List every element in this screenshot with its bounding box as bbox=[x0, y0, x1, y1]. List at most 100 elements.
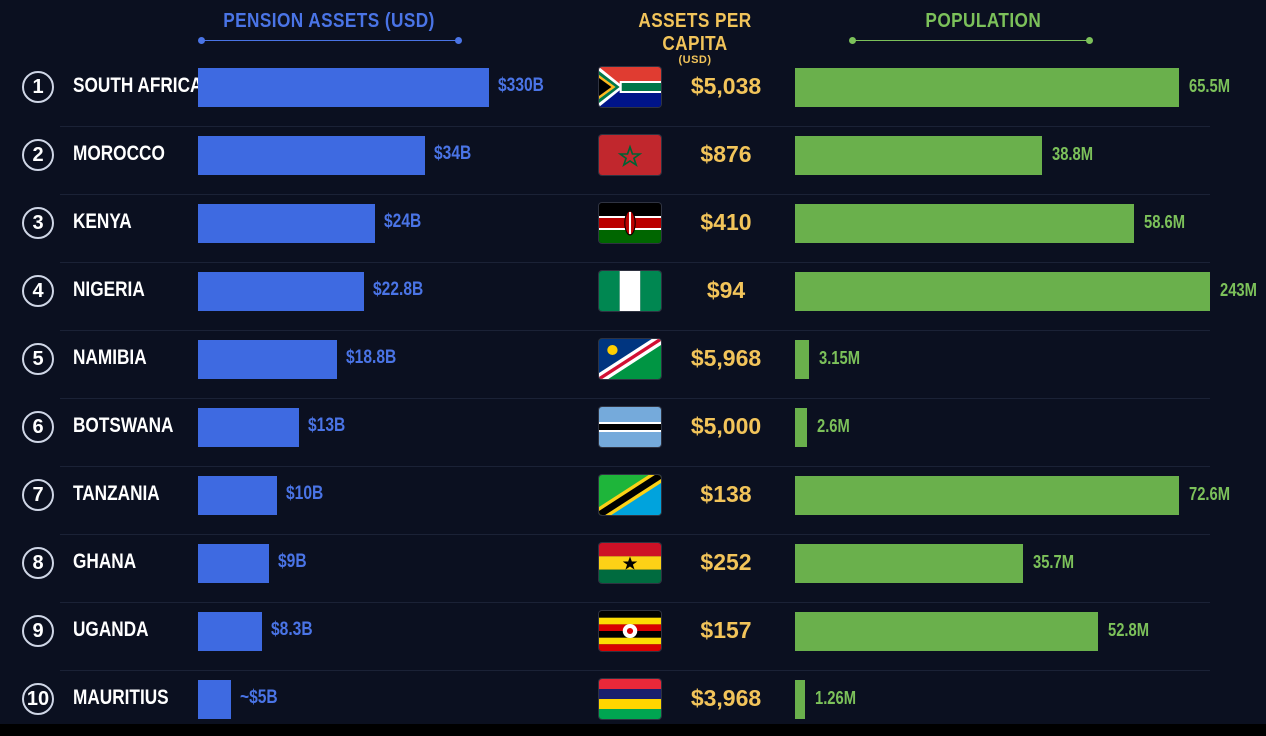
population-header: POPULATION bbox=[840, 10, 1126, 33]
row-separator bbox=[60, 534, 1210, 535]
country-label: UGANDA bbox=[73, 618, 149, 641]
population-bar bbox=[795, 544, 1023, 583]
row-separator bbox=[60, 670, 1210, 671]
population-value-label: 1.26M bbox=[815, 688, 857, 708]
country-label: GHANA bbox=[73, 550, 137, 573]
pension-value-label: $34B bbox=[434, 143, 472, 164]
country-label: SOUTH AFRICA bbox=[73, 74, 203, 97]
country-label: NIGERIA bbox=[73, 278, 145, 301]
pension-value-label: $13B bbox=[308, 415, 346, 436]
population-bar bbox=[795, 136, 1042, 175]
pension-value-label: $9B bbox=[278, 551, 307, 572]
country-label: BOTSWANA bbox=[73, 414, 174, 437]
population-bar bbox=[795, 680, 805, 719]
capita-value-label: $157 bbox=[700, 617, 752, 643]
population-value-label: 35.7M bbox=[1033, 552, 1075, 572]
mauritius-flag bbox=[599, 679, 661, 719]
pension-header-title: PENSION ASSETS (USD) bbox=[223, 10, 435, 32]
pension-value-label: $330B bbox=[498, 75, 544, 96]
pension-value-label: $22.8B bbox=[373, 279, 424, 300]
pension-bar bbox=[198, 680, 231, 719]
row-separator bbox=[60, 194, 1210, 195]
capita-value-label: $94 bbox=[706, 277, 746, 303]
pension-value-label: $8.3B bbox=[271, 619, 313, 640]
pension-bar bbox=[198, 204, 375, 243]
population-bar bbox=[795, 476, 1179, 515]
botswana-flag bbox=[599, 407, 661, 447]
capita-value-label: $252 bbox=[700, 549, 752, 575]
row-separator bbox=[60, 398, 1210, 399]
uganda-flag bbox=[599, 611, 661, 651]
pension-value-label: ~$5B bbox=[240, 687, 278, 708]
row-separator bbox=[60, 126, 1210, 127]
capita-value-label: $138 bbox=[700, 481, 752, 507]
country-label: KENYA bbox=[73, 210, 132, 233]
ghana-flag bbox=[599, 543, 661, 583]
rank-badge: 3 bbox=[22, 207, 54, 239]
rank-badge: 2 bbox=[22, 139, 54, 171]
kenya-flag bbox=[599, 203, 661, 243]
pension-header-line bbox=[198, 37, 462, 44]
pension-bar bbox=[198, 68, 489, 107]
population-bar bbox=[795, 408, 807, 447]
population-bar bbox=[795, 68, 1179, 107]
population-bar bbox=[795, 340, 809, 379]
population-header-line bbox=[849, 37, 1093, 44]
rank-badge: 4 bbox=[22, 275, 54, 307]
row-separator bbox=[60, 262, 1210, 263]
pension-bar bbox=[198, 408, 299, 447]
population-value-label: 38.8M bbox=[1052, 144, 1094, 164]
pension-bar bbox=[198, 612, 262, 651]
capita-value-label: $410 bbox=[700, 209, 752, 235]
pension-bar bbox=[198, 476, 277, 515]
pension-value-label: $18.8B bbox=[346, 347, 397, 368]
rank-badge: 1 bbox=[22, 71, 54, 103]
rank-badge: 7 bbox=[22, 479, 54, 511]
pension-bar bbox=[198, 136, 425, 175]
capita-header-sub: (USD) bbox=[678, 54, 712, 66]
pension-bar bbox=[198, 544, 269, 583]
country-label: MAURITIUS bbox=[73, 686, 169, 709]
pension-bar bbox=[198, 340, 337, 379]
pension-value-label: $10B bbox=[286, 483, 324, 504]
south-africa-flag bbox=[599, 67, 661, 107]
population-bar bbox=[795, 204, 1134, 243]
country-label: TANZANIA bbox=[73, 482, 160, 505]
population-value-label: 58.6M bbox=[1144, 212, 1186, 232]
population-value-label: 3.15M bbox=[819, 348, 861, 368]
row-separator bbox=[60, 330, 1210, 331]
rank-badge: 8 bbox=[22, 547, 54, 579]
country-label: MOROCCO bbox=[73, 142, 165, 165]
capita-value-label: $5,000 bbox=[690, 413, 762, 439]
population-value-label: 2.6M bbox=[817, 416, 850, 436]
rank-badge: 10 bbox=[22, 683, 54, 715]
population-header-title: POPULATION bbox=[925, 10, 1041, 32]
tanzania-flag bbox=[599, 475, 661, 515]
population-bar bbox=[795, 612, 1098, 651]
rank-badge: 6 bbox=[22, 411, 54, 443]
capita-value-label: $876 bbox=[700, 141, 752, 167]
rank-badge: 9 bbox=[22, 615, 54, 647]
population-value-label: 65.5M bbox=[1189, 76, 1231, 96]
pension-value-label: $24B bbox=[384, 211, 422, 232]
row-separator bbox=[60, 602, 1210, 603]
capita-header-title: ASSETS PER CAPITA bbox=[638, 10, 752, 55]
row-separator bbox=[60, 466, 1210, 467]
capita-value-label: $3,968 bbox=[690, 685, 762, 711]
capita-value-label: $5,968 bbox=[690, 345, 762, 371]
population-value-label: 52.8M bbox=[1108, 620, 1150, 640]
capita-value-label: $5,038 bbox=[690, 73, 762, 99]
capita-header: ASSETS PER CAPITA (USD) bbox=[590, 10, 800, 66]
bottom-strip bbox=[0, 724, 1266, 736]
country-label: NAMIBIA bbox=[73, 346, 147, 369]
rank-badge: 5 bbox=[22, 343, 54, 375]
nigeria-flag bbox=[599, 271, 661, 311]
morocco-flag bbox=[599, 135, 661, 175]
namibia-flag bbox=[599, 339, 661, 379]
pension-bar bbox=[198, 272, 364, 311]
population-bar bbox=[795, 272, 1210, 311]
pension-header: PENSION ASSETS (USD) bbox=[190, 10, 468, 33]
population-value-label: 72.6M bbox=[1189, 484, 1231, 504]
population-value-label: 243M bbox=[1220, 280, 1257, 300]
